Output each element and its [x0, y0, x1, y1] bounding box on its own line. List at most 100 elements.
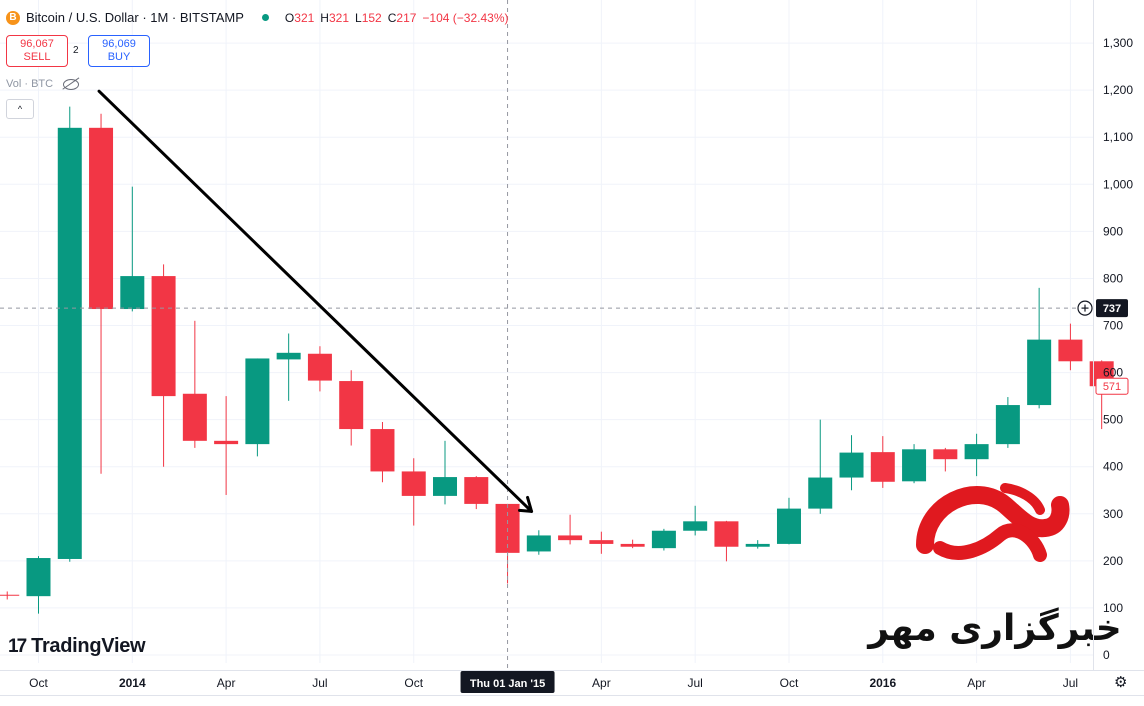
volume-label: Vol · BTC [6, 78, 54, 90]
mehr-logo-text: خبرگزاری مهر [866, 607, 1121, 649]
candle-body [433, 477, 458, 496]
ohlc-value: 217 [396, 10, 417, 25]
hide-eye-icon[interactable] [63, 78, 80, 90]
candle-body [620, 543, 645, 547]
y-tick-label: 1,200 [1103, 83, 1133, 97]
y-tick-label: 300 [1103, 507, 1123, 521]
ohlc-key: H [320, 10, 329, 25]
sell-price: 96,067 [20, 38, 54, 50]
y-tick-label: 500 [1103, 413, 1123, 427]
x-tick-label: Apr [592, 676, 611, 690]
mehr-logo-swoosh-top [916, 486, 1070, 554]
y-tick-label: 1,300 [1103, 36, 1133, 50]
chevron-up-icon: ^ [17, 104, 23, 114]
y-tick-label: 1,100 [1103, 130, 1133, 144]
candle-body [307, 353, 332, 381]
candle-body [214, 440, 239, 445]
ohlc-values: O321 H321 L152 C217 −104 (−32.43%) [285, 11, 515, 25]
y-tick-label: 0 [1103, 648, 1110, 662]
collapse-legend-button[interactable]: ^ [6, 99, 34, 119]
candle-body [558, 535, 583, 541]
candle-body [995, 405, 1020, 445]
buy-price: 96,069 [102, 38, 136, 50]
candles [0, 106, 1114, 614]
x-tick-label: Jul [312, 676, 327, 690]
x-tick-label: Oct [780, 676, 799, 690]
candle-body [808, 477, 833, 509]
candle-body [651, 530, 676, 549]
ohlc-key: L [355, 10, 362, 25]
mehr-logo-swoosh-bottom [933, 523, 1047, 562]
tradingview-logo: 17 TradingView [8, 635, 146, 658]
last-price-label-bg [1095, 377, 1129, 395]
y-tick-label: 1,000 [1103, 177, 1133, 191]
candle-body [1027, 339, 1052, 406]
candle-body [902, 449, 927, 482]
x-tick-label: Jul [1063, 676, 1078, 690]
candle-body [714, 521, 739, 547]
x-tick-label: 2014 [119, 676, 146, 690]
candle-body [120, 276, 145, 310]
buy-button[interactable]: 96,069 BUY [88, 35, 150, 67]
crosshair: Thu 01 Jan '15 737 [0, 0, 1128, 693]
candle-body [89, 127, 114, 310]
x-tick-label: Jul [687, 676, 702, 690]
candle-body [276, 352, 301, 360]
candle-body [57, 127, 82, 559]
candle-body [26, 558, 51, 597]
candle-body [401, 471, 426, 496]
y-tick-label: 800 [1103, 271, 1123, 285]
crosshair-time-label-bg [460, 671, 555, 693]
y-tick-label: 400 [1103, 460, 1123, 474]
candle-body [182, 393, 207, 441]
tradingview-mark-icon: 17 [8, 635, 27, 657]
gear-icon[interactable]: ⚙ [1114, 674, 1128, 691]
y-tick-label: 600 [1103, 366, 1123, 380]
candle-body [370, 429, 395, 472]
sell-button[interactable]: 96,067 SELL [6, 35, 68, 67]
crosshair-price-label: 737 [1103, 303, 1121, 315]
x-tick-label: Oct [404, 676, 423, 690]
bitcoin-icon: B [6, 10, 20, 25]
candle-body [1058, 339, 1083, 362]
candle-body [589, 540, 614, 544]
symbol-header: B Bitcoin / U.S. Dollar · 1M · BITSTAMP … [6, 10, 514, 25]
spread-value: 2 [73, 45, 79, 56]
last-price-label: 571 [1103, 381, 1121, 393]
crosshair-price-label-bg [1096, 299, 1128, 318]
ohlc-key: O [284, 10, 295, 25]
ohlc-value: 321 [294, 10, 315, 25]
candle-body [776, 508, 801, 544]
volume-indicator[interactable]: Vol · BTC [6, 78, 80, 90]
sell-label: SELL [23, 51, 51, 63]
mehr-logo-swoosh-tip [1000, 483, 1045, 515]
arrow-shaft [97, 89, 534, 513]
candle-body [0, 594, 20, 596]
ohlc-key: C [387, 10, 397, 25]
x-tick-label: 2016 [869, 676, 896, 690]
candle-body [526, 535, 551, 552]
candle-body [839, 452, 864, 478]
y-tick-label: 200 [1103, 554, 1123, 568]
candle-body [151, 276, 176, 397]
buy-label: BUY [107, 51, 131, 63]
candle-body [870, 452, 895, 482]
x-tick-label: Apr [967, 676, 986, 690]
crosshair-time-label: Thu 01 Jan '15 [470, 678, 545, 690]
symbol-title[interactable]: Bitcoin / U.S. Dollar · 1M · BITSTAMP [26, 10, 244, 25]
ohlc-value: 152 [361, 10, 382, 25]
mehr-news-watermark: خبرگزاری مهر [866, 483, 1122, 649]
x-tick-label: Oct [29, 676, 48, 690]
market-status-dot-icon [261, 14, 269, 21]
trend-arrow-annotation [97, 89, 534, 513]
y-tick-label: 900 [1103, 224, 1123, 238]
ohlc-value: −104 (−32.43%) [422, 10, 509, 25]
candle-body [464, 477, 489, 504]
arrow-head [518, 495, 534, 513]
y-tick-label: 700 [1103, 319, 1123, 333]
candle-body [339, 381, 364, 430]
ohlc-value: 321 [328, 10, 349, 25]
tradingview-wordmark: TradingView [31, 635, 146, 657]
